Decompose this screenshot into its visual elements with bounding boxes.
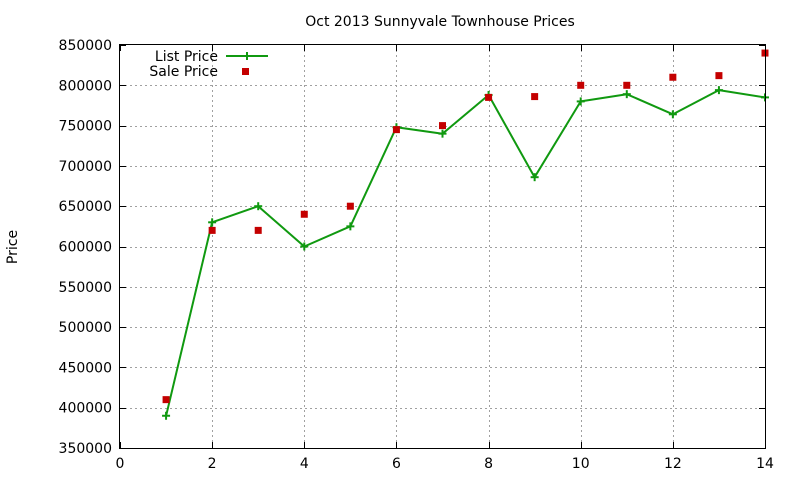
y-tick-label: 850000 xyxy=(59,38,112,54)
list-price-point xyxy=(438,129,447,138)
sale-price-point xyxy=(577,81,585,89)
y-tick-label: 550000 xyxy=(59,280,112,296)
list-price-point xyxy=(622,90,631,99)
chart-title: Oct 2013 Sunnyvale Townhouse Prices xyxy=(305,14,575,30)
x-tick-label: 10 xyxy=(572,456,590,472)
list-price-line xyxy=(165,89,766,417)
sale-price-point xyxy=(715,72,723,80)
list-price-point xyxy=(714,86,723,95)
data-series xyxy=(162,49,769,420)
sale-price-point xyxy=(300,210,308,218)
sale-price-point xyxy=(208,226,216,234)
y-axis-label: Price xyxy=(5,230,21,264)
y-tick-label: 400000 xyxy=(59,401,112,417)
sale-price-point xyxy=(485,93,493,101)
axis-ticks xyxy=(120,45,766,449)
x-tick-label: 8 xyxy=(484,456,493,472)
list-price-point xyxy=(346,222,355,231)
list-price-point xyxy=(254,202,263,211)
y-tick-label: 800000 xyxy=(59,78,112,94)
grid-lines xyxy=(120,45,765,448)
legend-marker-sale-price xyxy=(242,68,249,75)
x-tick-label: 14 xyxy=(756,456,774,472)
sale-price-point xyxy=(162,396,170,404)
y-tick-label: 450000 xyxy=(59,360,112,376)
list-price-point xyxy=(208,218,217,227)
y-tick-label: 350000 xyxy=(59,441,112,457)
y-tick-label: 650000 xyxy=(59,199,112,215)
list-price-point xyxy=(300,242,309,251)
legend-label-sale-price: Sale Price xyxy=(149,64,218,80)
y-tick-label: 500000 xyxy=(59,320,112,336)
list-price-point xyxy=(576,97,585,106)
sale-price-point xyxy=(623,81,631,89)
y-tick-label: 600000 xyxy=(59,240,112,256)
list-price-point xyxy=(530,173,539,182)
sale-price-point xyxy=(254,226,262,234)
sale-price-point xyxy=(669,73,677,81)
list-price-point xyxy=(162,411,171,420)
legend-marker-list-price xyxy=(243,52,251,60)
tick-labels: 0 2 4 6 8 10 12 14 350000 400000 450000 500000 55000… xyxy=(59,38,774,472)
y-tick-label: 700000 xyxy=(59,159,112,175)
list-price-point xyxy=(668,110,677,119)
y-tick-label: 750000 xyxy=(59,119,112,135)
x-tick-label: 12 xyxy=(664,456,682,472)
plot-frame xyxy=(119,44,766,449)
sale-price-point xyxy=(392,126,400,134)
x-tick-label: 6 xyxy=(392,456,401,472)
legend: List Price Sale Price xyxy=(149,49,268,80)
sale-price-point xyxy=(439,122,446,130)
sale-price-point xyxy=(531,93,539,101)
legend-label-list-price: List Price xyxy=(155,49,218,65)
x-tick-label: 2 xyxy=(208,456,217,472)
sale-price-point xyxy=(346,202,354,210)
x-tick-label: 4 xyxy=(300,456,309,472)
x-tick-label: 0 xyxy=(116,456,125,472)
